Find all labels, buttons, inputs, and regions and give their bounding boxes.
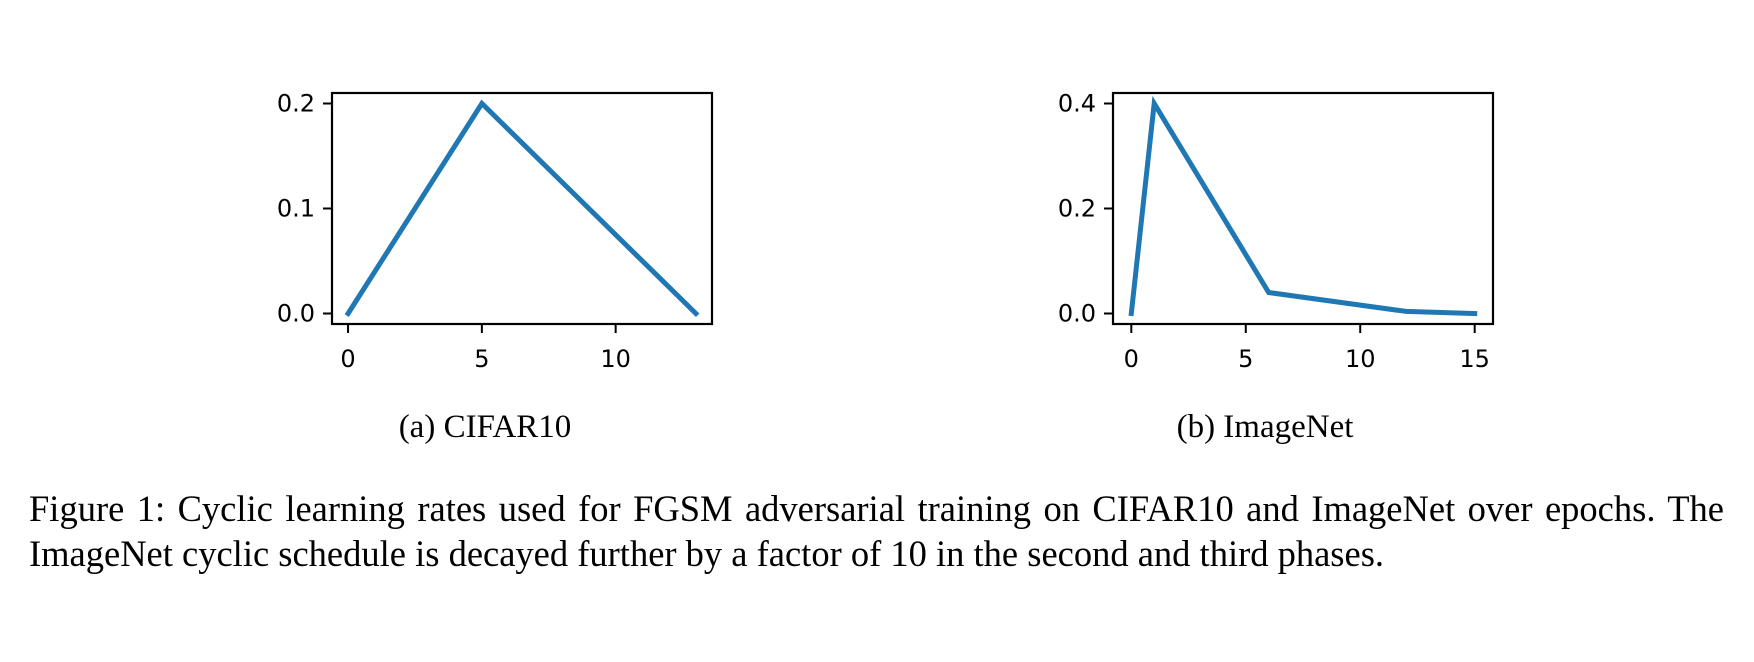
x-tick-label: 5 (1238, 345, 1253, 373)
series-line (344, 99, 700, 318)
y-tick-label: 0.2 (277, 90, 315, 118)
x-tick-label: 15 (1459, 345, 1490, 373)
chart-panel-imagenet: 0 5 10 15 0.0 0.2 0.4 (1058, 90, 1495, 373)
chart-panel-cifar10: 0 5 10 0.0 0.1 0.2 (277, 90, 714, 373)
y-tick-label: 0.0 (1058, 300, 1096, 328)
x-tick-label: 0 (340, 345, 355, 373)
subcaption-cifar10: (a) CIFAR10 (399, 409, 572, 445)
y-tick-label: 0.4 (1058, 90, 1096, 118)
y-tick-label: 0.0 (277, 300, 315, 328)
y-tick-label: 0.2 (1058, 195, 1096, 223)
series-line (1128, 95, 1478, 317)
figure-caption: Figure 1: Cyclic learning rates used for… (29, 488, 1724, 574)
y-tick-label: 0.1 (277, 195, 315, 223)
x-tick-label: 10 (1345, 345, 1376, 373)
subcaption-imagenet: (b) ImageNet (1177, 409, 1354, 445)
x-tick-label: 10 (600, 345, 631, 373)
x-tick-label: 0 (1124, 345, 1139, 373)
plot-frame (330, 91, 714, 326)
x-tick-label: 5 (474, 345, 489, 373)
